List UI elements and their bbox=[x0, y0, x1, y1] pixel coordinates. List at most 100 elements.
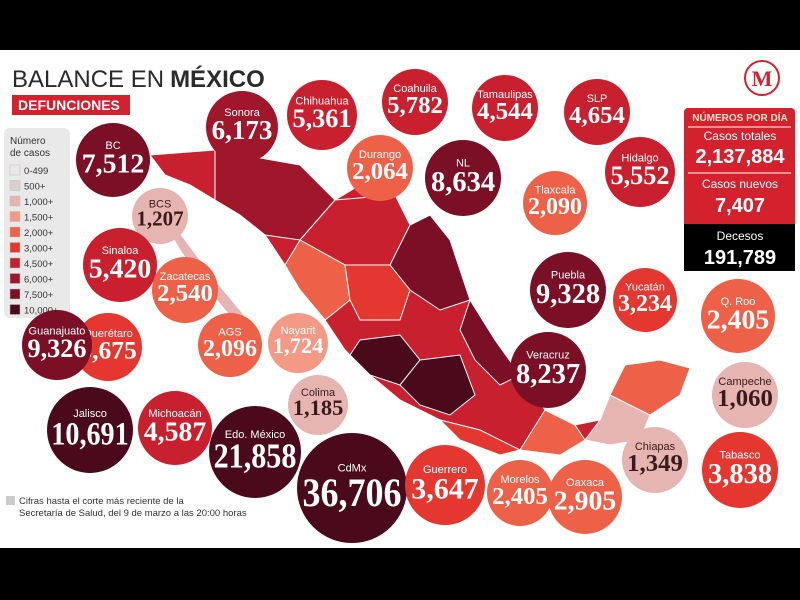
state-name: Hidalgo bbox=[621, 153, 658, 165]
stat-label: Decesos bbox=[717, 229, 764, 243]
state-name: BCS bbox=[149, 199, 172, 211]
state-value: 9,328 bbox=[536, 279, 600, 310]
logo bbox=[744, 60, 780, 96]
state-value: 2,090 bbox=[528, 194, 582, 220]
state-bubble bbox=[268, 313, 328, 373]
state-bubble bbox=[702, 432, 778, 508]
state-name: Coahuila bbox=[393, 83, 437, 95]
legend-label: 3,000+ bbox=[24, 244, 54, 255]
state-bubble bbox=[132, 188, 188, 244]
state-value: 5,552 bbox=[610, 161, 669, 190]
state-bubble bbox=[487, 460, 553, 526]
footnote-swatch bbox=[6, 496, 15, 505]
state-name: Chihuahua bbox=[295, 96, 349, 108]
state-value: 2,405 bbox=[707, 304, 769, 335]
state-value: 9,326 bbox=[27, 334, 86, 363]
state-bubble bbox=[74, 313, 142, 381]
state-name: Colima bbox=[301, 387, 336, 399]
footnote: Cifras hasta el corte más reciente de la bbox=[19, 496, 184, 507]
state-bubble bbox=[382, 69, 448, 135]
state-value: 2,064 bbox=[352, 158, 408, 185]
state-bubble bbox=[76, 123, 150, 197]
footnote: Secretaría de Salud, del 9 de marzo a la… bbox=[19, 508, 247, 519]
state-name: Tamaulipas bbox=[477, 89, 533, 101]
stats-deaths-bg bbox=[684, 224, 795, 271]
state-value: 4,654 bbox=[569, 102, 625, 129]
state-name: Q. Roo bbox=[721, 296, 756, 308]
legend-label: 7,500+ bbox=[24, 290, 54, 301]
legend-label: 4,500+ bbox=[24, 259, 54, 270]
legend-label: 6,000+ bbox=[24, 275, 54, 286]
state-name: AGS bbox=[218, 326, 241, 338]
state-value: 8,237 bbox=[516, 359, 580, 390]
subtitle: DEFUNCIONES bbox=[18, 97, 120, 113]
state-bubble bbox=[138, 391, 212, 465]
subtitle-bar bbox=[12, 95, 130, 115]
legend-swatch bbox=[9, 257, 21, 269]
state-value: 21,858 bbox=[214, 438, 297, 476]
title-bold: MÉXICO bbox=[170, 65, 265, 93]
state-name: Guerrero bbox=[423, 464, 467, 476]
state-value: 3,234 bbox=[618, 291, 672, 317]
state-name: Edo. México bbox=[225, 429, 286, 441]
state-bubble bbox=[425, 140, 501, 216]
state-value: 1,349 bbox=[627, 450, 683, 477]
state-name: SLP bbox=[587, 93, 608, 105]
legend-label: 2,000+ bbox=[24, 228, 54, 239]
state-value: 1,060 bbox=[717, 385, 773, 412]
legend-swatch bbox=[9, 226, 21, 238]
legend-box bbox=[4, 128, 70, 318]
title-light: BALANCE EN bbox=[12, 66, 164, 93]
legend-swatch bbox=[9, 242, 21, 253]
state-name: Querétaro bbox=[83, 328, 133, 340]
state-bubble bbox=[47, 387, 133, 473]
state-bubble bbox=[548, 460, 622, 534]
state-value: 3,838 bbox=[708, 459, 772, 490]
state-value: 5,361 bbox=[292, 104, 351, 133]
state-name: CdMx bbox=[338, 463, 367, 475]
state-bubble bbox=[22, 310, 92, 380]
state-value: 10,691 bbox=[51, 416, 128, 452]
state-name: Tabasco bbox=[720, 450, 761, 462]
title: BALANCE EN MÉXICO bbox=[12, 65, 265, 93]
state-value: 2,905 bbox=[554, 485, 616, 516]
state-name: Guanajuato bbox=[29, 326, 86, 338]
state-bubble bbox=[347, 135, 413, 201]
state-name: NL bbox=[456, 158, 470, 170]
legend-swatch bbox=[9, 273, 21, 284]
state-value: 2,405 bbox=[492, 483, 548, 510]
state-value: 7,512 bbox=[82, 148, 144, 179]
map bbox=[149, 149, 691, 456]
state-bubble bbox=[198, 313, 262, 377]
state-value: 1,185 bbox=[293, 395, 344, 420]
state-bubble bbox=[712, 362, 778, 428]
state-value: 4,587 bbox=[144, 416, 207, 447]
state-bubble bbox=[206, 91, 278, 163]
state-name: Chiapas bbox=[635, 441, 676, 453]
state-name: Puebla bbox=[551, 270, 586, 282]
stats-panel: NÚMEROS POR DÍA Casos totales 2,137,884 … bbox=[684, 108, 795, 271]
stat-value: 2,137,884 bbox=[696, 146, 786, 168]
legend-label: 0-499 bbox=[24, 166, 48, 177]
state-bubble bbox=[152, 257, 218, 323]
legend-title: de casos bbox=[10, 148, 50, 159]
logo-letter: M bbox=[752, 66, 773, 91]
legend-label: 10,000+ bbox=[24, 306, 59, 317]
state-name: Nayarit bbox=[281, 325, 316, 337]
state-value: 5,782 bbox=[387, 92, 443, 119]
state-name: Campeche bbox=[718, 376, 771, 388]
state-name: Tlaxcala bbox=[535, 184, 577, 196]
state-value: 1,207 bbox=[136, 206, 183, 230]
state-bubble bbox=[297, 433, 407, 543]
stat-value: 7,407 bbox=[715, 195, 765, 217]
legend-swatch bbox=[9, 164, 21, 176]
state-name: Veracruz bbox=[526, 350, 569, 362]
state-name: Morelos bbox=[500, 474, 540, 486]
state-value: 2,540 bbox=[157, 280, 213, 307]
state-value: 2,096 bbox=[203, 336, 257, 362]
state-bubble bbox=[605, 137, 675, 207]
legend-label: 1,000+ bbox=[24, 197, 54, 208]
state-name: Jalisco bbox=[73, 408, 107, 420]
